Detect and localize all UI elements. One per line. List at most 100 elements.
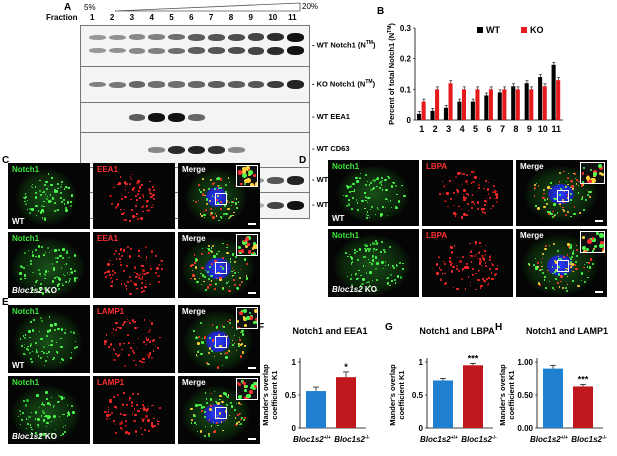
panel-d-letter: D bbox=[299, 155, 307, 166]
fraction-number: 5 bbox=[169, 13, 174, 22]
panel-f-y-label: Mander's overlapcoefficient K1 bbox=[261, 364, 279, 426]
blot-band bbox=[148, 147, 166, 153]
blot-band bbox=[168, 113, 186, 122]
blot-band bbox=[108, 34, 126, 40]
blot-band bbox=[148, 47, 166, 54]
panel-f-title: Notch1 and EEA1 bbox=[292, 326, 367, 336]
bar-wt bbox=[497, 92, 502, 120]
bar-ko bbox=[336, 377, 356, 428]
legend-label: WT bbox=[486, 25, 500, 35]
category-ko-label: Bloc1s2-/- bbox=[461, 435, 497, 444]
fraction-number: 6 bbox=[189, 13, 194, 22]
blot-band bbox=[89, 48, 106, 54]
category-wt-sup: +/+ bbox=[561, 435, 568, 441]
blot-band bbox=[188, 145, 205, 155]
fraction-number: 1 bbox=[90, 13, 95, 22]
panel-g-title: Notch1 and LBPA bbox=[419, 326, 495, 336]
x-tick-label: 2 bbox=[433, 124, 438, 134]
blot-band bbox=[148, 113, 166, 122]
blot-band bbox=[108, 81, 126, 88]
blot-band bbox=[148, 81, 166, 88]
blot-band bbox=[128, 34, 146, 40]
blot-band bbox=[267, 177, 285, 184]
y-label-line2: coefficient K1 bbox=[397, 370, 406, 419]
x-tick-label: 5 bbox=[473, 124, 478, 134]
fraction-number: 3 bbox=[129, 13, 135, 22]
blot-band bbox=[148, 34, 166, 41]
bar-ko bbox=[542, 86, 547, 120]
panel-g-letter: G bbox=[385, 322, 393, 333]
blot-label: - WT Notch1 (NTM) bbox=[312, 40, 376, 50]
y-tick-label: 0.5 bbox=[412, 391, 424, 400]
blot-band bbox=[287, 176, 304, 185]
bar-wt bbox=[470, 101, 475, 120]
y-tick-label: 1.00 bbox=[517, 358, 533, 367]
blot-band bbox=[108, 48, 126, 54]
y-axis-label-sup: TM bbox=[387, 26, 393, 33]
x-tick-label: 10 bbox=[538, 124, 548, 134]
gradient-high-label: 20% bbox=[302, 2, 319, 11]
panel-b-letter: B bbox=[377, 6, 385, 17]
blot-band bbox=[207, 81, 225, 88]
y-tick-label: 0.2 bbox=[400, 55, 412, 64]
category-ko-sup: -/- bbox=[602, 435, 607, 441]
bar-wt bbox=[417, 113, 422, 120]
blot-band bbox=[168, 145, 186, 155]
blot-band bbox=[188, 33, 205, 41]
bar-ko bbox=[463, 365, 483, 428]
blot-band bbox=[227, 33, 245, 41]
x-tick-label: 11 bbox=[552, 124, 562, 134]
panel-g-chart: Notch1 and LBPA 0 0.5 1 Mander's overlapcoef… bbox=[388, 326, 497, 444]
y-tick-label: 0.5 bbox=[285, 391, 297, 400]
blot-band bbox=[128, 81, 146, 88]
blot-band bbox=[267, 33, 285, 42]
bar-wt bbox=[484, 95, 489, 120]
bar-ko bbox=[435, 89, 440, 120]
x-tick-label: 1 bbox=[419, 124, 424, 134]
gradient-low-label: 5% bbox=[84, 3, 96, 12]
blot-band bbox=[287, 80, 304, 89]
gradient-indicator bbox=[114, 2, 301, 12]
bar-ko bbox=[461, 89, 467, 120]
y-tick-label: 0 bbox=[407, 116, 412, 125]
blot-band bbox=[128, 48, 146, 54]
y-tick-label: 0.1 bbox=[400, 85, 412, 94]
fraction-number: 10 bbox=[268, 13, 278, 22]
category-wt-sup: +/+ bbox=[324, 435, 331, 441]
panel-h-y-label: Mander's overlapcoefficient K1 bbox=[498, 364, 516, 426]
bar-ko bbox=[573, 386, 593, 428]
y-tick-label: 0 bbox=[292, 424, 297, 433]
bar-ko bbox=[421, 101, 426, 120]
legend-swatch bbox=[521, 27, 527, 33]
bar-ko bbox=[448, 83, 453, 120]
panel-c-letter: C bbox=[2, 155, 10, 166]
blot-band bbox=[247, 33, 265, 41]
y-label-line1: Mander's overlap bbox=[388, 364, 397, 426]
fraction-number: 11 bbox=[288, 13, 297, 22]
panel-h-title: Notch1 and LAMP1 bbox=[526, 326, 608, 336]
fraction-number: 7 bbox=[208, 13, 214, 22]
category-ko-label: Bloc1s2-/- bbox=[334, 435, 370, 444]
panel-b-chart: 0 0.1 0.2 0.3 1 2 3 4 5 6 7 8 9 10 11 Percent of total … bbox=[387, 23, 563, 134]
y-label-line1: Mander's overlap bbox=[498, 364, 507, 426]
x-tick-label: 4 bbox=[460, 124, 465, 134]
blot-label: - WT EEA1 bbox=[312, 111, 350, 121]
fraction-numbers: 1 2 3 4 5 6 7 8 9 10 11 bbox=[85, 13, 303, 23]
blot-band bbox=[287, 201, 304, 210]
y-tick-label: 1 bbox=[419, 358, 424, 367]
blot-label-sup: TM bbox=[365, 40, 373, 46]
bar-wt bbox=[511, 86, 516, 120]
bar-wt bbox=[433, 380, 453, 428]
blot-band bbox=[128, 114, 146, 121]
bar-wt bbox=[543, 368, 563, 428]
bar-wt bbox=[538, 77, 543, 120]
blot-band bbox=[227, 47, 245, 55]
blot-band bbox=[207, 33, 225, 41]
bar-ko bbox=[502, 89, 507, 120]
bar-wt bbox=[457, 101, 462, 120]
bar-ko bbox=[515, 89, 520, 120]
x-tick-label: 7 bbox=[500, 124, 505, 134]
blot-band bbox=[168, 47, 186, 54]
panel-f-significance: * bbox=[344, 362, 348, 372]
panel-e-letter: E bbox=[2, 297, 9, 308]
